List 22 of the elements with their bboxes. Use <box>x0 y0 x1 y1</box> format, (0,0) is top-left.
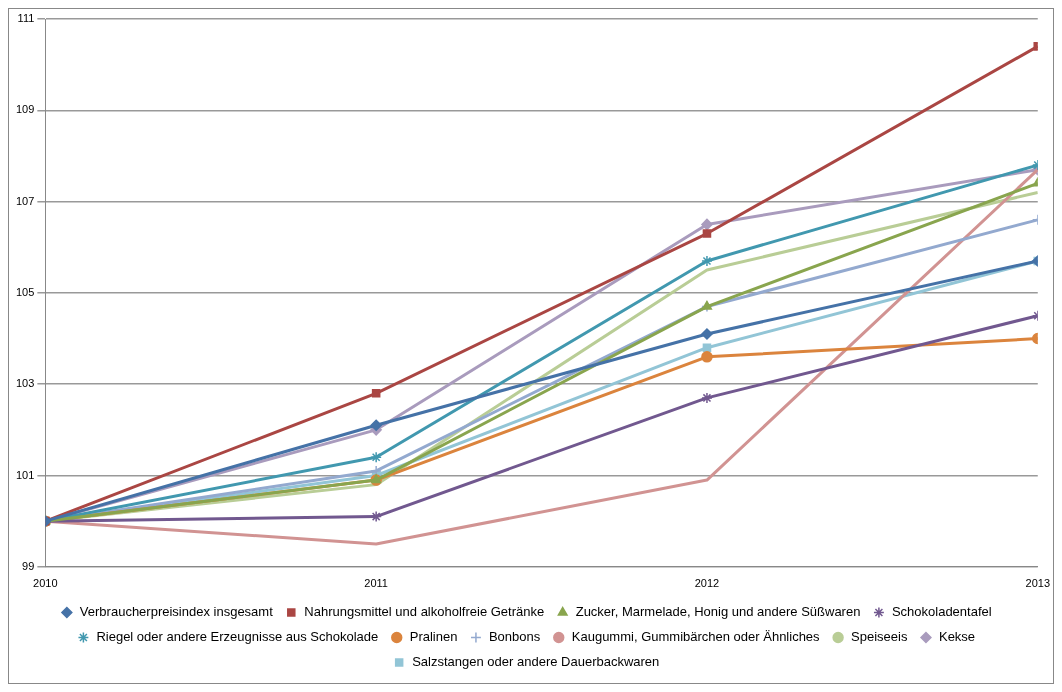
legend-label: Kekse <box>938 629 976 645</box>
x-tick-label: 2010 <box>33 577 58 590</box>
legend-label: Speiseeis <box>851 629 908 645</box>
legend-label: Pralinen <box>409 629 458 645</box>
x-tick-label: 2012 <box>694 577 720 590</box>
legend-label: Verbraucherpreisindex insgesamt <box>79 604 274 620</box>
legend-label: Schokoladentafel <box>891 604 992 620</box>
legend-label: Kaugummi, Gummibärchen oder Ähnliches <box>571 629 821 645</box>
legend-label: Zucker, Marmelade, Honig und andere Süßwaren <box>575 604 861 620</box>
x-tick-label: 2011 <box>364 577 388 590</box>
y-tick-label: 107 <box>15 194 35 207</box>
y-tick-label: 111 <box>17 12 35 25</box>
y-tick-label: 101 <box>15 468 35 481</box>
y-tick-label: 99 <box>22 559 35 572</box>
legend-label: Nahrungsmittel und alkoholfreie Getränke <box>304 604 545 620</box>
y-tick-label: 103 <box>15 377 35 390</box>
y-tick-label: 105 <box>15 285 35 298</box>
legend-label: Riegel oder andere Erzeugnisse aus Schokolade <box>96 629 379 645</box>
legend-label: Salzstangen oder andere Dauerbackwaren <box>412 654 660 670</box>
legend-label: Bonbons <box>488 629 541 645</box>
x-tick-label: 2013 <box>1025 577 1051 590</box>
y-tick-label: 109 <box>15 103 35 116</box>
